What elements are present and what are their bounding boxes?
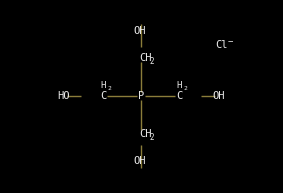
Text: OH: OH bbox=[213, 91, 225, 101]
Text: 2: 2 bbox=[149, 133, 154, 141]
Text: HO: HO bbox=[57, 91, 69, 101]
Text: OH: OH bbox=[134, 156, 146, 166]
Text: CH: CH bbox=[139, 129, 151, 139]
Text: P: P bbox=[138, 91, 144, 101]
Text: C: C bbox=[176, 91, 182, 101]
Text: OH: OH bbox=[134, 26, 146, 36]
Text: Cl: Cl bbox=[215, 40, 228, 50]
Text: CH: CH bbox=[139, 53, 151, 63]
Text: H: H bbox=[176, 81, 181, 91]
Text: 2: 2 bbox=[149, 57, 154, 65]
Text: 2: 2 bbox=[183, 86, 187, 91]
Text: H: H bbox=[100, 81, 105, 91]
Text: C: C bbox=[100, 91, 106, 101]
Text: −: − bbox=[228, 36, 233, 46]
Text: 2: 2 bbox=[107, 86, 111, 91]
